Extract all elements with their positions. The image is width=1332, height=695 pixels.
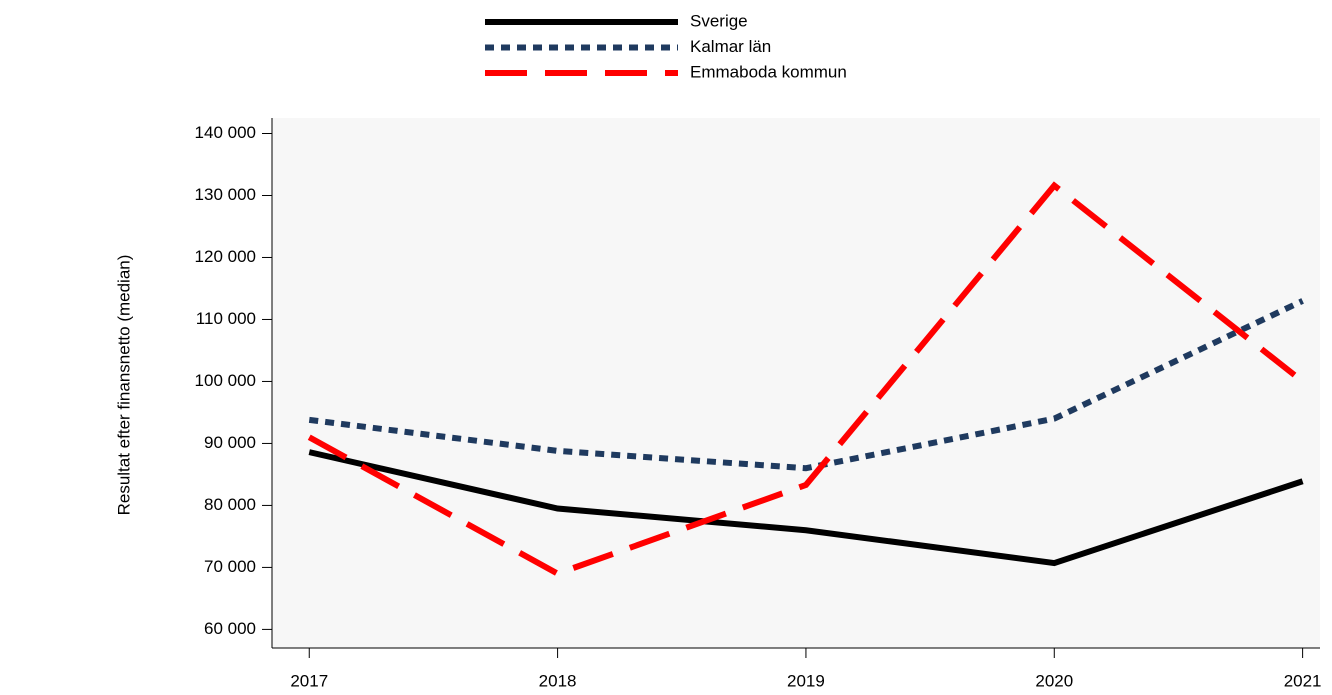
y-tick-label: 130 000 xyxy=(195,185,256,204)
series-line xyxy=(307,181,1305,577)
y-tick-label: 140 000 xyxy=(195,123,256,142)
y-tick-label: 60 000 xyxy=(204,619,256,638)
legend-label: Sverige xyxy=(690,11,748,30)
x-tick-label: 2019 xyxy=(787,671,825,690)
series-line xyxy=(308,298,1304,472)
y-tick-label: 80 000 xyxy=(204,495,256,514)
x-tick-label: 2020 xyxy=(1035,671,1073,690)
y-tick-label: 100 000 xyxy=(195,371,256,390)
y-tick-label: 90 000 xyxy=(204,433,256,452)
y-tick-label: 70 000 xyxy=(204,557,256,576)
y-tick-label: 120 000 xyxy=(195,247,256,266)
legend-label: Kalmar län xyxy=(690,37,771,56)
y-tick-label: 110 000 xyxy=(196,309,256,328)
x-tick-label: 2017 xyxy=(290,671,328,690)
x-tick-label: 2021 xyxy=(1284,671,1322,690)
x-tick-label: 2018 xyxy=(539,671,577,690)
plot-area xyxy=(272,118,1320,648)
series-line xyxy=(308,449,1304,567)
legend-label: Emmaboda kommun xyxy=(690,62,847,81)
y-axis-label: Resultat efter finansnetto (median) xyxy=(114,255,133,516)
